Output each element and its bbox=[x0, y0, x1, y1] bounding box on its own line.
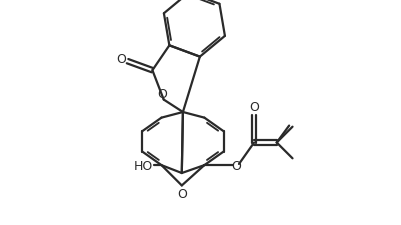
Text: O: O bbox=[231, 159, 240, 172]
Text: O: O bbox=[115, 53, 126, 66]
Text: O: O bbox=[156, 87, 166, 100]
Text: O: O bbox=[176, 187, 186, 200]
Text: O: O bbox=[249, 100, 258, 113]
Text: HO: HO bbox=[134, 159, 153, 172]
